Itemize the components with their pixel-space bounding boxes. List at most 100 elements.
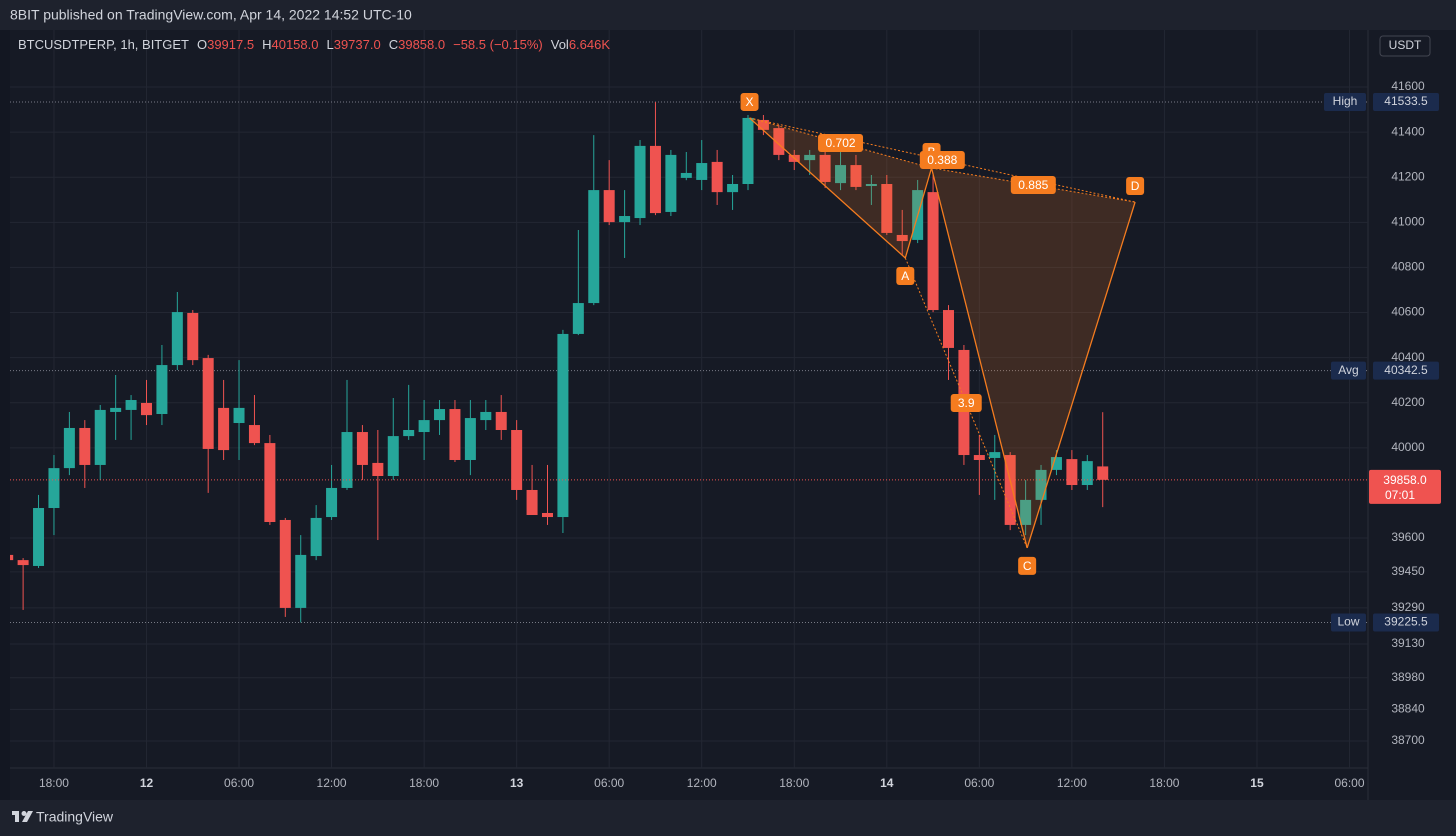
pattern-ratio-box [1010, 176, 1056, 195]
candle-body [1066, 459, 1078, 486]
x-tick-label: 12:00 [317, 776, 347, 790]
candle-body [326, 487, 338, 518]
y-tick-label: 40600 [1391, 305, 1425, 319]
pattern-point-label-box [1018, 556, 1037, 575]
candle-body [942, 310, 954, 348]
volume: 6.646K [568, 37, 611, 52]
y-tick-label: 38840 [1391, 702, 1425, 716]
candle-body [279, 519, 291, 608]
pattern-point-label-box [896, 266, 915, 285]
candle-body [727, 184, 739, 193]
pattern-point-label: D [1131, 179, 1140, 193]
pattern-leg [904, 167, 933, 259]
pattern-area [749, 117, 932, 258]
price-line-value: 39225.5 [1384, 615, 1428, 629]
currency: USDT [1389, 38, 1422, 52]
y-tick-label: 41000 [1391, 215, 1425, 229]
candle-body [619, 216, 631, 223]
candle-body [973, 455, 985, 460]
x-tick-label: 18:00 [1149, 776, 1179, 790]
pattern-point-label: C [1023, 559, 1032, 573]
candle-body [387, 436, 399, 477]
last-price-timer: 07:01 [1385, 488, 1415, 502]
candle-body [588, 190, 600, 304]
candle-body [233, 407, 245, 424]
x-tick-label: 06:00 [594, 776, 624, 790]
candle-body [865, 184, 877, 187]
pattern-point-label-box [1126, 177, 1145, 196]
pattern-point-label: X [746, 95, 754, 109]
candle-body [495, 411, 507, 431]
candle-body [356, 432, 368, 465]
top-bar [0, 0, 1456, 30]
candle-body [526, 489, 538, 516]
candle-body [33, 508, 45, 566]
change: −58.5 (−0.15%) [453, 37, 543, 52]
candle-body [881, 184, 893, 233]
pattern-ratio: 3.9 [958, 396, 975, 410]
candle-body [156, 365, 168, 414]
pattern-leg [1026, 201, 1136, 549]
candle-body [511, 430, 523, 490]
candle-body [187, 312, 199, 361]
ohlc-value: 39917.5 [207, 37, 255, 52]
candle-body [63, 427, 75, 469]
x-tick-label: 18:00 [779, 776, 809, 790]
price-line-value: 41533.5 [1384, 94, 1428, 108]
candle-body [372, 462, 384, 477]
pattern-area [931, 167, 1136, 548]
candle-body [1081, 461, 1093, 486]
candle-body [248, 425, 260, 444]
x-tick-label: 15 [1250, 776, 1264, 790]
candle-body [819, 154, 831, 182]
y-tick-label: 38700 [1391, 733, 1425, 747]
ohlc-value: 40158.0 [271, 37, 319, 52]
candle-body [125, 400, 137, 410]
candle-body [1020, 499, 1032, 525]
candle-body [218, 407, 230, 451]
candle-body [94, 409, 106, 465]
candle-body [773, 128, 785, 155]
candle-body [48, 468, 60, 509]
candle-body [418, 420, 430, 433]
candle-body [341, 432, 353, 488]
pattern-ratio-line [749, 117, 932, 169]
pattern-ratio-box [919, 150, 965, 169]
x-tick-label: 14 [880, 776, 894, 790]
candle-body [696, 163, 708, 180]
price-line-value-box [1373, 361, 1439, 380]
pattern-point-label: A [901, 269, 909, 283]
published-line: 8BIT published on TradingView.com, Apr 1… [10, 7, 412, 23]
x-tick-label: 06:00 [224, 776, 254, 790]
candle-body [572, 303, 584, 334]
candle-body [10, 554, 14, 561]
candle-body [264, 443, 276, 522]
y-tick-label: 40400 [1391, 350, 1425, 364]
x-tick-label: 06:00 [964, 776, 994, 790]
ohlc-label: C [388, 37, 399, 52]
currency-box [1379, 35, 1431, 57]
candle-body [464, 418, 476, 460]
x-tick-label: 12 [140, 776, 154, 790]
candle-body [742, 117, 754, 185]
footer-bar [0, 800, 1456, 836]
candle-body [541, 512, 553, 518]
candle-body [171, 312, 183, 366]
y-tick-label: 38980 [1391, 670, 1425, 684]
candle-body [434, 409, 446, 421]
x-tick-label: 18:00 [409, 776, 439, 790]
ohlc-value: 39737.0 [333, 37, 381, 52]
candle-body [1004, 455, 1016, 525]
pattern-ratio-line [931, 167, 1136, 203]
x-tick-label: 18:00 [39, 776, 69, 790]
y-tick-label: 40200 [1391, 395, 1425, 409]
candle-body [850, 165, 862, 187]
axis: 41600 41400 41200 41000 40800 40600 40400 40200… [39, 35, 1441, 790]
legend: BTCUSDTPERP, 1h, BITGET O 39917.5 H 40158.0… [18, 37, 610, 52]
symbol: BTCUSDTPERP, 1h, BITGET [18, 37, 189, 52]
pattern-ratio: 0.702 [826, 136, 856, 150]
price-line-name-box [1331, 361, 1366, 380]
y-tick-label: 39130 [1391, 636, 1425, 650]
